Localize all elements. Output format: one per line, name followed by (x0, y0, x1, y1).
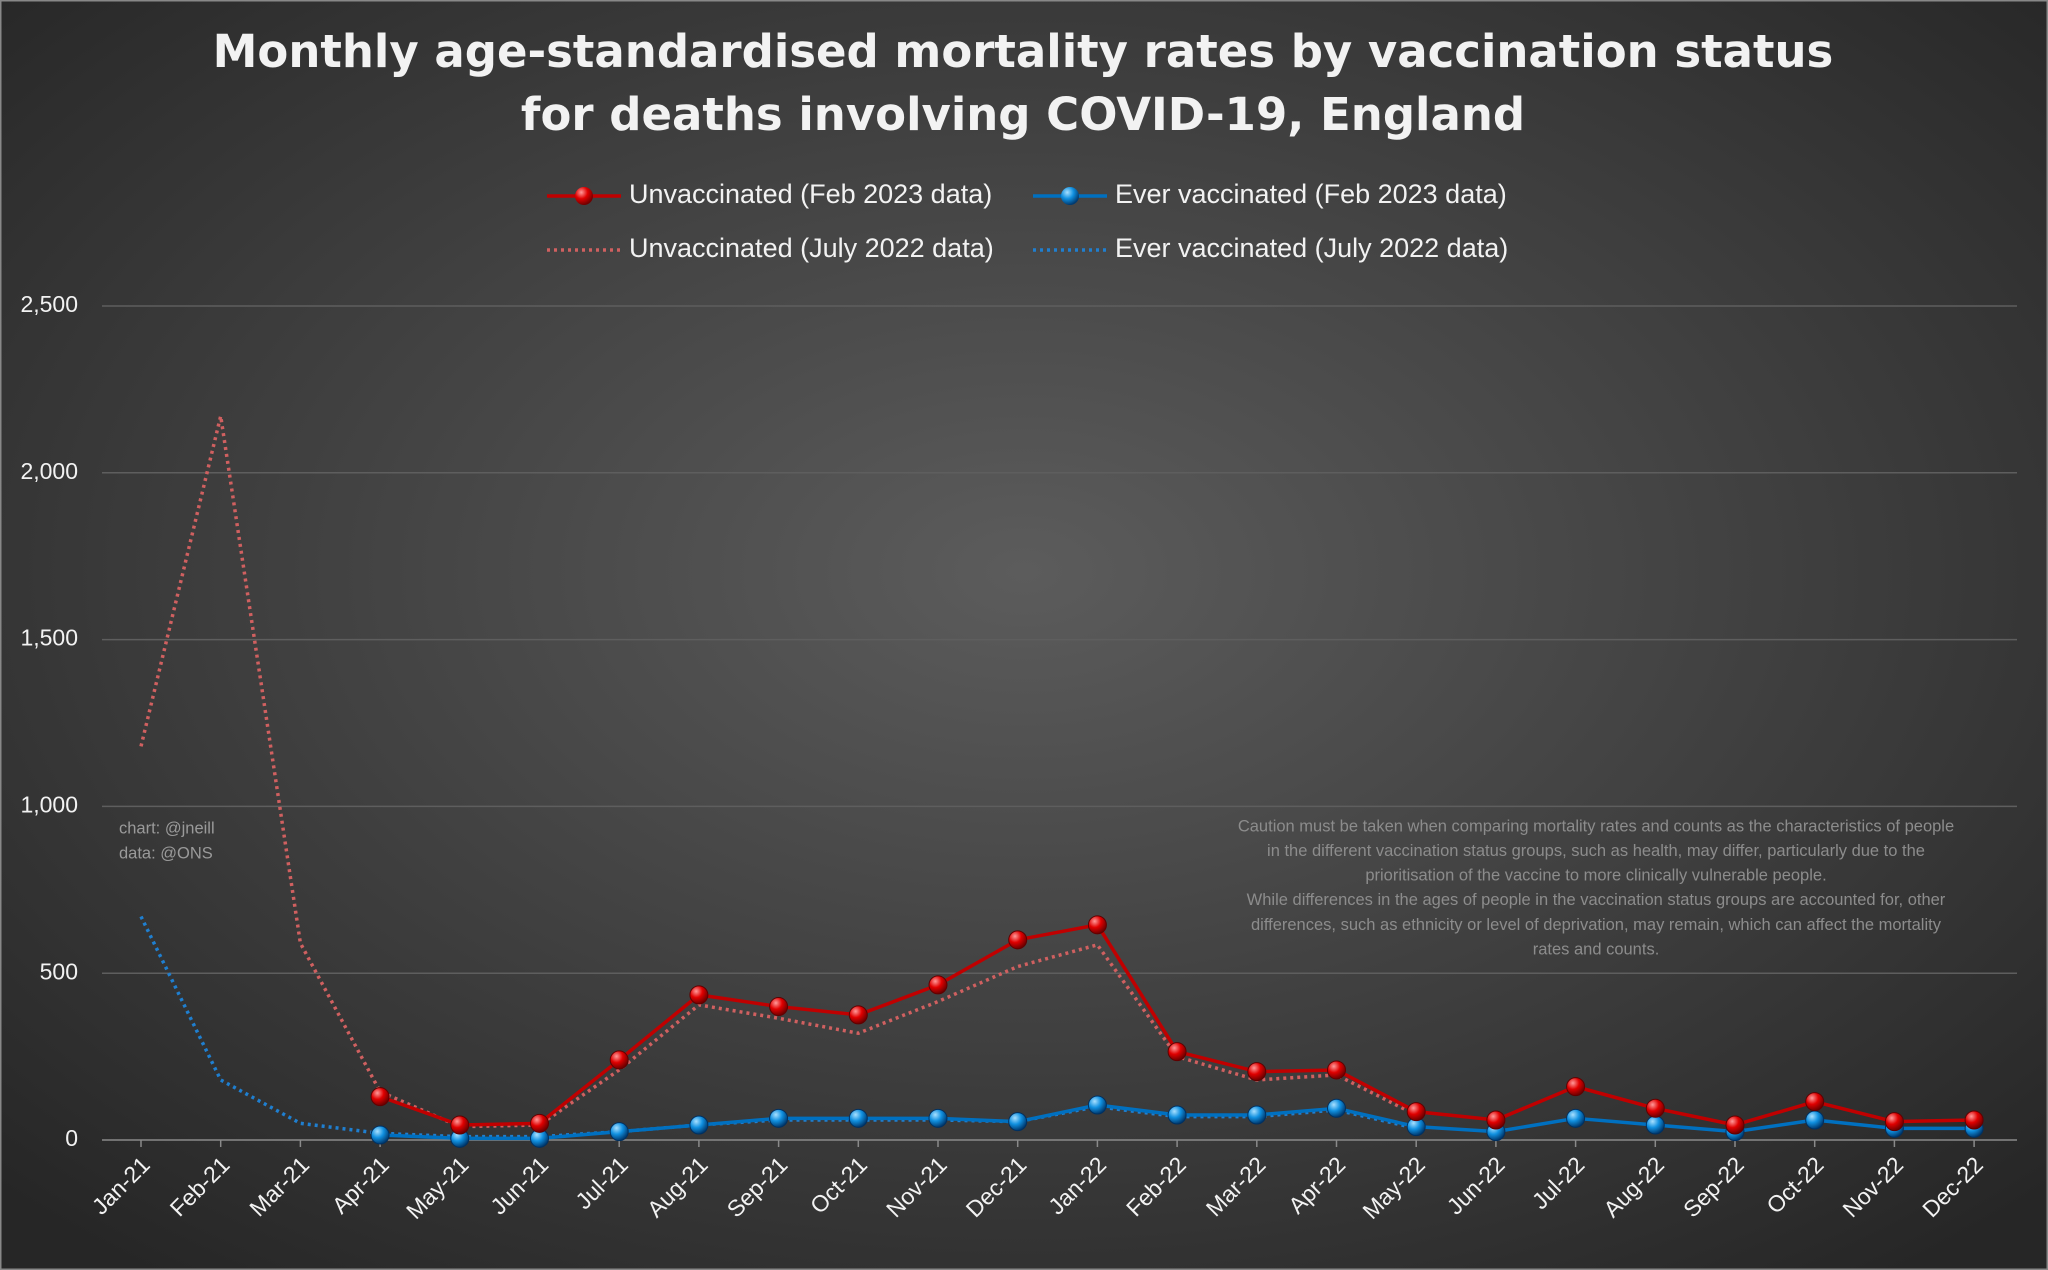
data-point (1725, 1115, 1745, 1135)
note-line: Caution must be taken when comparing mor… (1238, 817, 1954, 835)
note-line: While differences in the ages of people … (1247, 891, 1946, 909)
series-line (139, 414, 1417, 1129)
data-point (689, 1115, 709, 1135)
y-tick-label: 2,500 (20, 291, 78, 317)
note-line: in the different vaccination status grou… (1267, 842, 1925, 860)
data-point (848, 1108, 868, 1128)
data-point (1087, 915, 1107, 935)
data-point (1008, 930, 1028, 950)
data-point (609, 1122, 629, 1142)
data-point (928, 975, 948, 995)
credit: data: @ONS (119, 844, 213, 862)
data-point (530, 1113, 549, 1133)
legend-marker (1061, 187, 1079, 205)
legend-marker (575, 187, 593, 205)
data-point (1247, 1105, 1267, 1125)
credit: chart: @jneill (119, 819, 215, 837)
data-point (1167, 1105, 1187, 1125)
data-point (1087, 1095, 1107, 1115)
data-point (1964, 1110, 1984, 1130)
note-line: differences, such as ethnicity or level … (1251, 916, 1942, 934)
data-point (1884, 1112, 1904, 1132)
data-point (769, 1108, 789, 1128)
y-tick-label: 0 (65, 1125, 78, 1151)
data-point (1008, 1112, 1028, 1132)
data-point (370, 1087, 390, 1107)
legend-label: Ever vaccinated (July 2022 data) (1115, 233, 1508, 263)
note-line: rates and counts. (1533, 940, 1660, 958)
note-line: prioritisation of the vaccine to more cl… (1365, 867, 1826, 885)
legend-label: Unvaccinated (July 2022 data) (629, 233, 994, 263)
y-tick-label: 500 (40, 958, 78, 984)
data-point (1805, 1110, 1825, 1130)
data-point (689, 985, 709, 1005)
data-point (1247, 1062, 1267, 1082)
y-tick-label: 2,000 (20, 458, 78, 484)
data-point (1167, 1042, 1187, 1062)
data-point (1566, 1077, 1586, 1097)
data-point (769, 997, 789, 1017)
legend-label: Ever vaccinated (Feb 2023 data) (1115, 179, 1507, 209)
y-tick-label: 1,500 (20, 625, 78, 651)
data-point (1327, 1060, 1346, 1080)
chart-title: for deaths involving COVID-19, England (521, 88, 1525, 141)
data-point (450, 1115, 470, 1135)
data-point (1645, 1115, 1665, 1135)
y-tick-label: 1,000 (20, 791, 78, 817)
data-point (848, 1005, 868, 1025)
data-point (370, 1125, 390, 1145)
data-point (1486, 1110, 1506, 1130)
data-point (928, 1108, 948, 1128)
data-point (1327, 1098, 1346, 1118)
data-point (1566, 1108, 1586, 1128)
data-point (609, 1050, 629, 1070)
data-point (1805, 1092, 1825, 1112)
data-point (1645, 1098, 1665, 1118)
legend-label: Unvaccinated (Feb 2023 data) (629, 179, 992, 209)
data-point (1406, 1102, 1426, 1122)
chart-title: Monthly age-standardised mortality rates… (213, 25, 1834, 78)
